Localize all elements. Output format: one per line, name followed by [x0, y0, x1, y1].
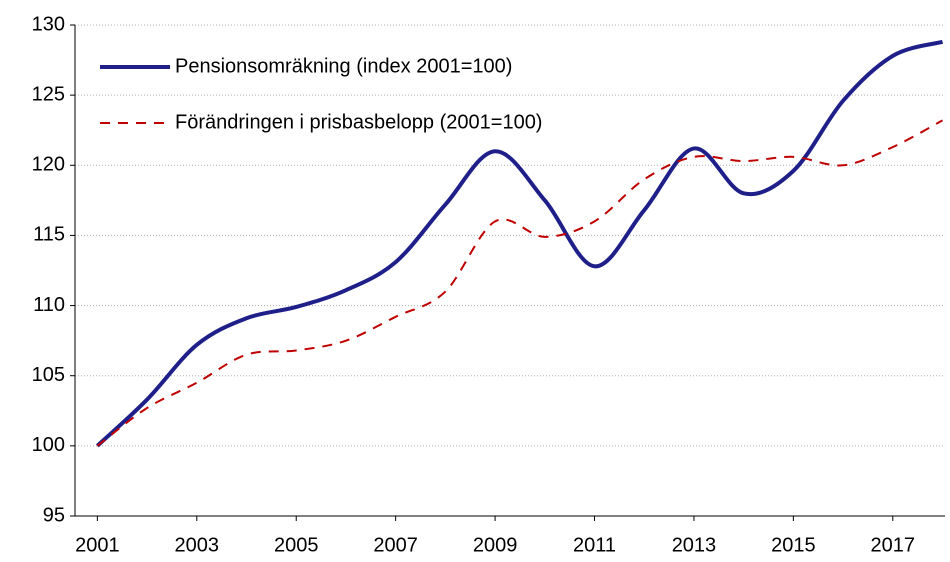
y-tick-label: 115 — [33, 224, 65, 246]
x-tick-label: 2005 — [274, 534, 319, 556]
y-tick-label: 130 — [32, 13, 65, 35]
x-tick-label: 2017 — [871, 534, 916, 556]
y-tick-label: 125 — [32, 83, 65, 105]
x-tick-label: 2013 — [672, 534, 717, 556]
x-tick-label: 2009 — [473, 534, 518, 556]
x-tick-label: 2015 — [771, 534, 816, 556]
y-tick-label: 95 — [43, 504, 65, 526]
y-tick-label: 110 — [33, 294, 65, 316]
x-tick-label: 2011 — [573, 534, 616, 556]
x-tick-label: 2003 — [175, 534, 220, 556]
series-line — [96, 39, 944, 448]
y-tick-label: 120 — [32, 154, 65, 176]
y-tick-label: 105 — [32, 364, 65, 386]
legend-label: Förändringen i prisbasbelopp (2001=100) — [175, 111, 542, 133]
x-tick-label: 2007 — [373, 534, 418, 556]
y-tick-label: 100 — [32, 434, 65, 456]
legend-label: Pensionsomräkning (index 2001=100) — [175, 55, 512, 77]
series-line — [96, 119, 943, 447]
x-tick-label: 2001 — [75, 534, 120, 556]
